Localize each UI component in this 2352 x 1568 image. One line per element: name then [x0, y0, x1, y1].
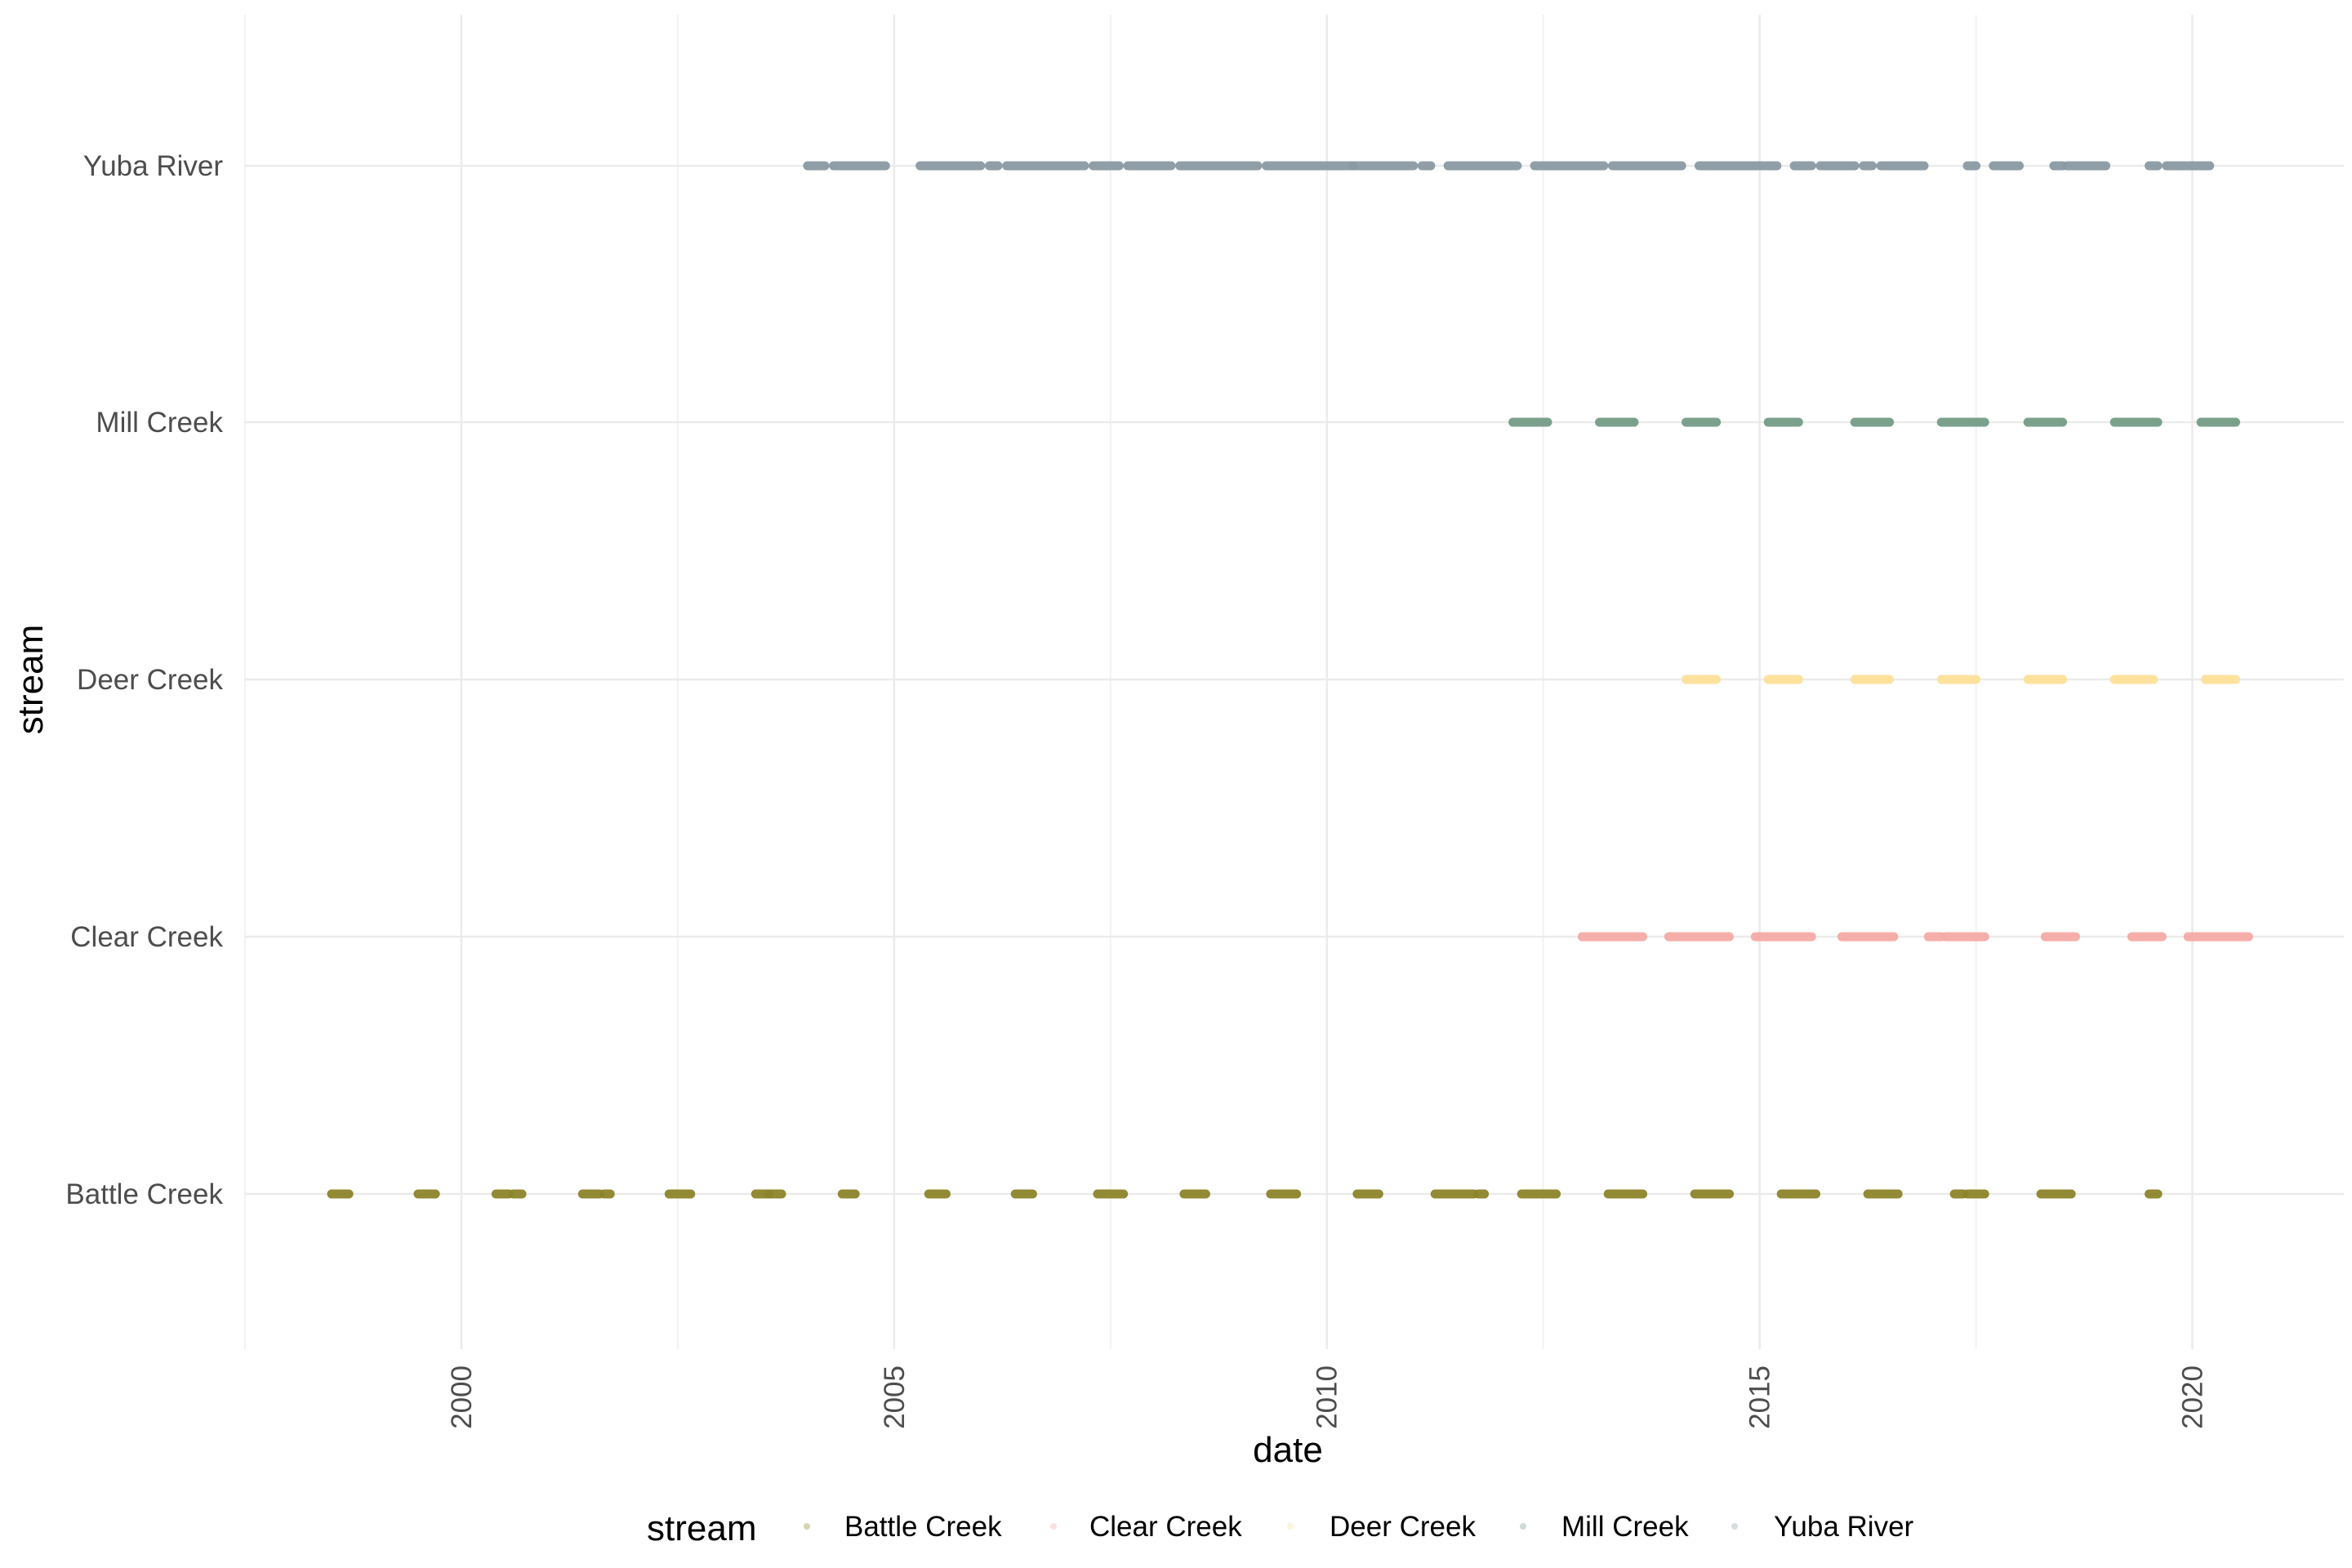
x-tick-label: 2020	[2177, 1365, 2209, 1429]
y-tick-label: Clear Creek	[70, 921, 223, 953]
y-tick-label: Deer Creek	[77, 664, 223, 696]
data-marks	[327, 161, 2253, 1199]
legend-label: Yuba River	[1774, 1511, 1914, 1543]
legend-label: Battle Creek	[844, 1511, 1002, 1543]
legend-key	[1287, 1523, 1294, 1530]
x-axis-title: date	[1253, 1430, 1323, 1470]
x-tick-label: 2015	[1744, 1365, 1776, 1429]
legend-label: Deer Creek	[1330, 1511, 1476, 1543]
x-tick-label: 2005	[879, 1365, 911, 1429]
y-tick-label: Yuba River	[83, 150, 224, 182]
legend-key	[1731, 1523, 1738, 1530]
x-tick-label: 2010	[1312, 1365, 1343, 1429]
legend-key	[1520, 1523, 1526, 1530]
y-axis-title: stream	[11, 625, 51, 734]
y-axis-tick-labels: Battle Creek Clear Creek Deer Creek Mill Cr…	[65, 150, 223, 1210]
legend-key	[804, 1523, 810, 1530]
x-tick-label: 2000	[446, 1365, 478, 1429]
legend: stream Battle Creek Clear Creek Deer Creek…	[647, 1508, 1914, 1548]
y-tick-label: Battle Creek	[65, 1178, 223, 1210]
legend-title: stream	[647, 1508, 756, 1548]
y-tick-label: Mill Creek	[96, 407, 223, 439]
legend-label: Mill Creek	[1561, 1511, 1689, 1543]
legend-label: Clear Creek	[1089, 1511, 1242, 1543]
legend-key	[1050, 1523, 1057, 1530]
x-axis-tick-labels: 2000 2005 2010 2015 2020	[446, 1365, 2209, 1429]
